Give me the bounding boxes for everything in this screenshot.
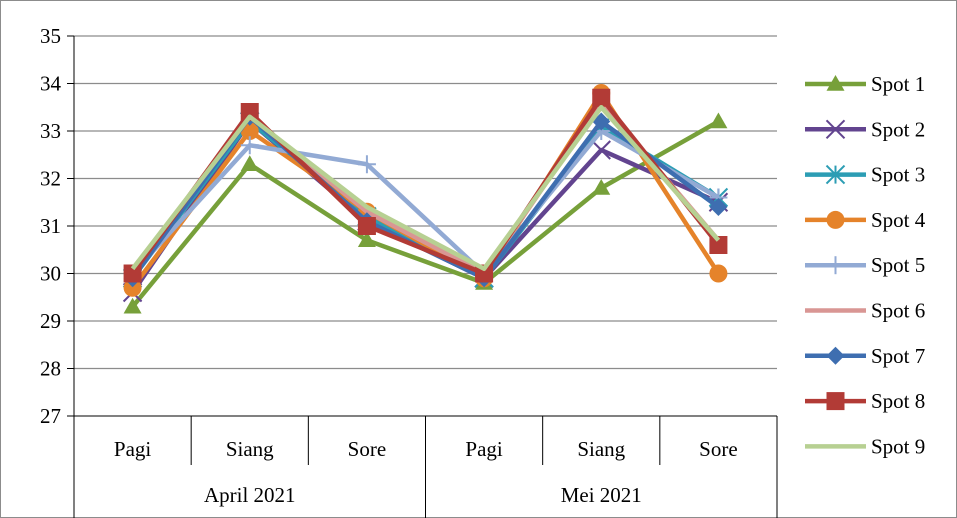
marker-plus xyxy=(357,155,376,174)
legend-label: Spot 7 xyxy=(871,344,925,368)
marker-star xyxy=(825,164,846,185)
marker-triangle xyxy=(709,112,728,129)
legend-item: Spot 5 xyxy=(805,253,925,277)
y-tick-label: 34 xyxy=(40,72,62,96)
marker-diamond xyxy=(709,198,728,216)
x-category-label: Sore xyxy=(699,437,738,461)
x-category-label: Siang xyxy=(226,437,274,461)
series-spot-4 xyxy=(123,84,728,297)
y-tick-label: 30 xyxy=(40,262,61,286)
marker-circle xyxy=(826,210,845,229)
series-spot-9 xyxy=(130,105,721,271)
legend-item: Spot 8 xyxy=(805,389,925,413)
legend-label: Spot 4 xyxy=(871,208,926,232)
x-group-label: April 2021 xyxy=(204,483,296,507)
series-line xyxy=(130,90,721,290)
series-line xyxy=(130,119,720,309)
legend-label: Spot 6 xyxy=(871,299,925,323)
axes xyxy=(67,35,778,518)
marker-x xyxy=(591,140,611,160)
y-tick-label: 33 xyxy=(40,119,61,143)
series-line xyxy=(130,128,720,276)
legend-label: Spot 2 xyxy=(871,117,925,141)
series-line xyxy=(130,105,721,271)
legend-label: Spot 5 xyxy=(871,253,925,277)
legend-item: Spot 9 xyxy=(805,434,925,458)
marker-plus xyxy=(826,256,845,275)
marker-x xyxy=(825,119,846,140)
marker-square xyxy=(592,88,611,107)
marker-square xyxy=(240,103,259,121)
marker-triangle xyxy=(123,297,142,314)
y-tick-label: 28 xyxy=(40,357,61,381)
x-category-labels: Pagi Siang Sore Pagi Siang Sore April 2021 Mei … xyxy=(114,437,738,507)
y-tick-labels: 27 28 29 30 31 32 33 34 35 xyxy=(40,24,62,428)
marker-triangle xyxy=(826,75,845,91)
y-tick-label: 31 xyxy=(40,214,61,238)
legend-label: Spot 8 xyxy=(871,389,925,413)
legend-label: Spot 1 xyxy=(871,72,925,96)
legend-item: Spot 4 xyxy=(805,208,926,232)
legend-item: Spot 3 xyxy=(805,163,925,187)
y-tick-label: 27 xyxy=(40,404,61,428)
marker-square xyxy=(357,217,376,235)
legend-item: Spot 6 xyxy=(805,299,925,323)
legend-item: Spot 1 xyxy=(805,72,925,96)
y-tick-label: 35 xyxy=(40,24,61,48)
x-category-label: Pagi xyxy=(114,437,152,461)
marker-square xyxy=(475,264,494,283)
x-category-label: Siang xyxy=(577,437,625,461)
marker-triangle xyxy=(592,179,611,195)
marker-diamond xyxy=(826,346,845,365)
x-category-label: Sore xyxy=(348,437,387,461)
x-group-label: Mei 2021 xyxy=(561,483,642,507)
legend-item: Spot 7 xyxy=(805,344,925,368)
marker-triangle xyxy=(357,231,376,247)
legend-label: Spot 9 xyxy=(871,434,925,458)
y-tick-label: 29 xyxy=(40,309,61,333)
marker-plus xyxy=(240,136,259,155)
legend: Spot 1 Spot 2 Spot 3 Spot 4 Spot 5 Spot 6 Spot… xyxy=(805,72,926,458)
marker-circle xyxy=(709,264,728,283)
y-tick-label: 32 xyxy=(40,167,61,191)
marker-square xyxy=(123,264,142,283)
marker-triangle xyxy=(240,155,259,171)
legend-item: Spot 2 xyxy=(805,117,925,141)
marker-circle xyxy=(123,278,142,297)
legend-label: Spot 3 xyxy=(871,163,925,187)
x-category-label: Pagi xyxy=(465,437,503,461)
series-lines xyxy=(122,84,729,314)
marker-square xyxy=(826,392,845,411)
marker-square xyxy=(709,236,728,254)
